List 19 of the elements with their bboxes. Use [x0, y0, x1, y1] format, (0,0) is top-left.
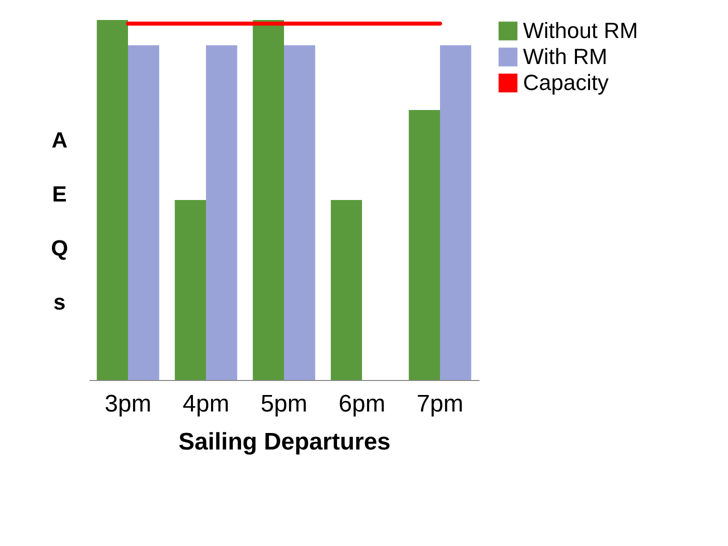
x-tick-label: 4pm — [182, 390, 230, 418]
x-tick-label: 7pm — [416, 390, 464, 418]
bar — [128, 45, 160, 380]
bar — [284, 45, 316, 380]
x-tick-label: 6pm — [338, 390, 386, 418]
bar — [440, 45, 472, 380]
text: AEQs — [50, 128, 68, 314]
legend-label: Without RM — [523, 18, 638, 43]
bar — [206, 45, 238, 380]
legend-label: With RM — [523, 44, 608, 69]
bar — [252, 20, 284, 380]
x-tick-label: 3pm — [104, 390, 152, 418]
legend-label: Capacity — [523, 70, 609, 95]
bar — [408, 110, 440, 380]
bar — [174, 200, 206, 380]
bar — [330, 200, 362, 380]
bar — [96, 20, 128, 380]
x-tick-label: 5pm — [260, 390, 308, 418]
x-axis-title: Sailing Departures — [178, 428, 391, 456]
